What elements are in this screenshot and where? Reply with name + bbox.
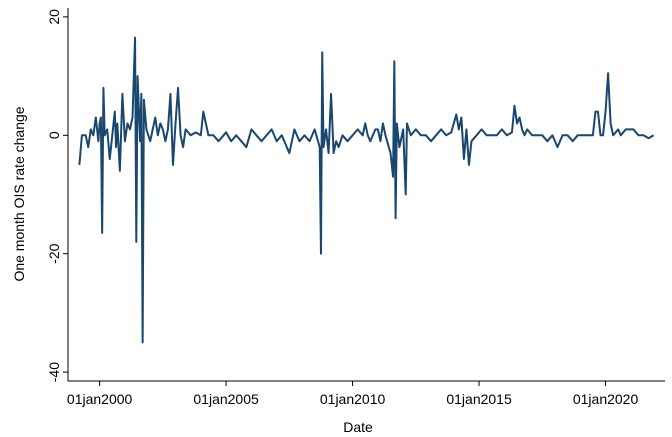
y-axis-title: One month OIS rate change — [11, 106, 27, 281]
x-axis-title: Date — [343, 419, 373, 435]
x-tick-label: 01jan2015 — [446, 391, 512, 407]
y-tick-label: 0 — [46, 131, 62, 139]
x-tick-label: 01jan2010 — [320, 391, 386, 407]
y-tick-label: 20 — [46, 9, 62, 25]
x-tick-label: 01jan2005 — [193, 391, 259, 407]
y-tick-label: -40 — [46, 362, 62, 382]
series-line — [78, 36, 655, 344]
x-tick-label: 01jan2020 — [573, 391, 639, 407]
y-tick-label: -20 — [46, 243, 62, 263]
x-tick-label: 01jan2000 — [67, 391, 133, 407]
